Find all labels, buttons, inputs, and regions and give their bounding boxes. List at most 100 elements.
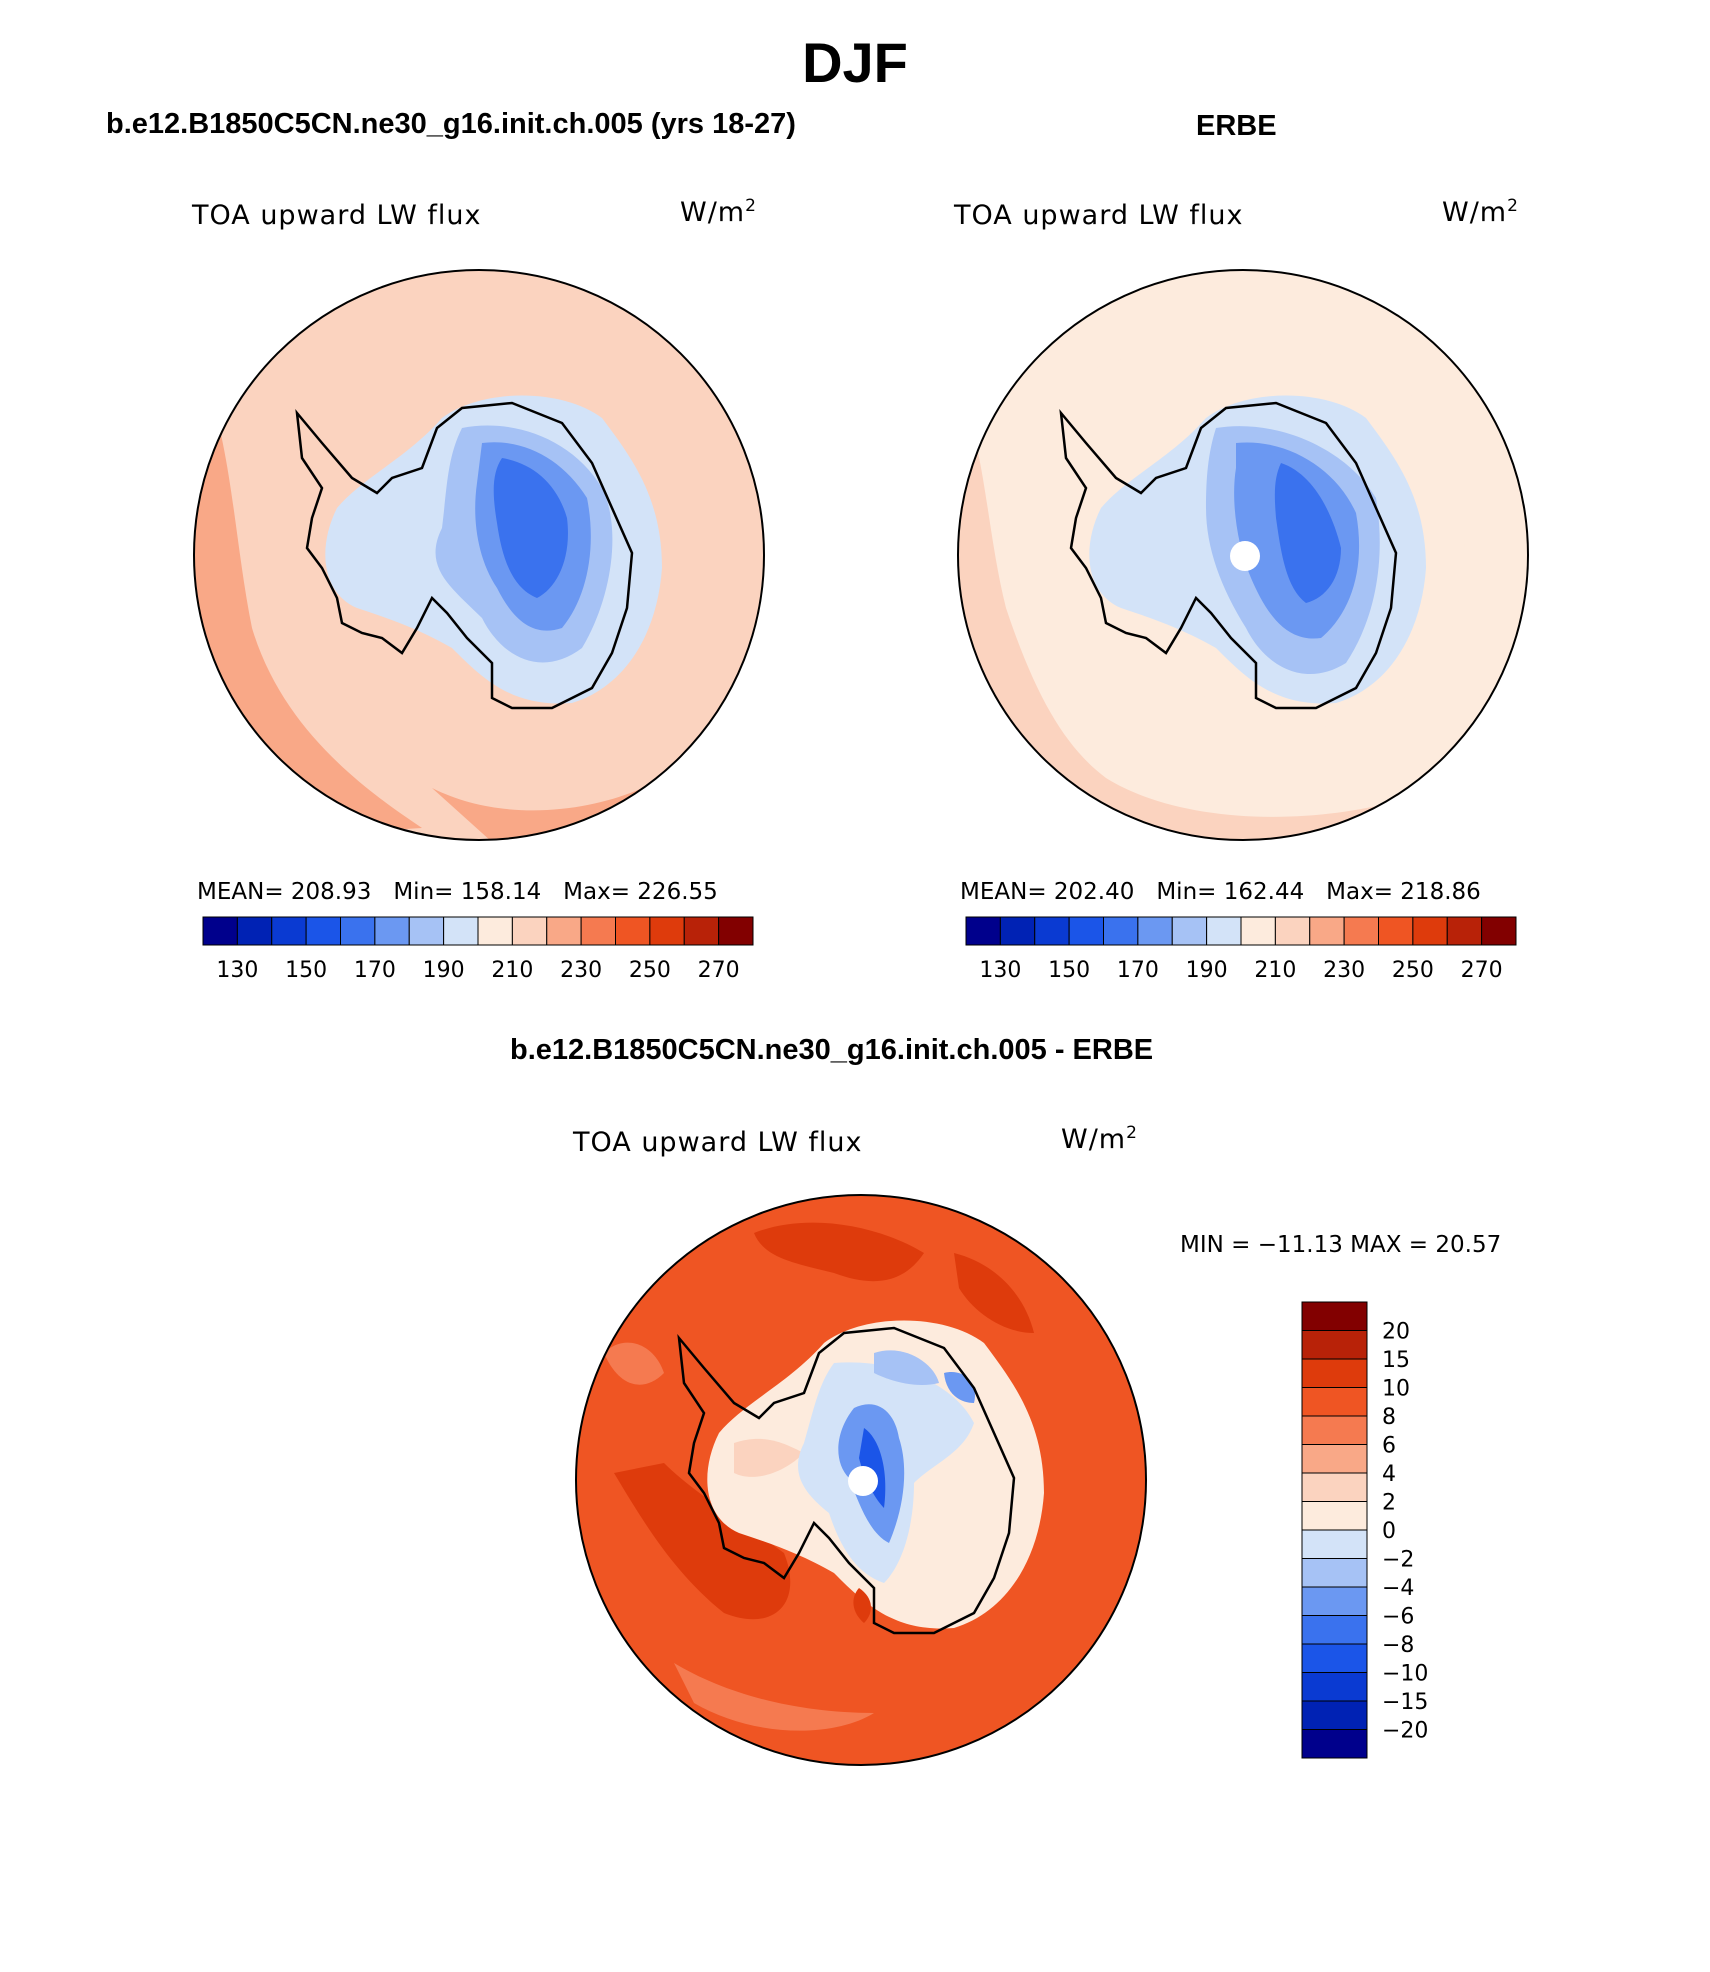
colorbar-tick-label: 190 bbox=[423, 958, 465, 983]
colorbar-swatch bbox=[1171, 916, 1208, 946]
colorbar-swatch bbox=[999, 916, 1036, 946]
colorbar-tick-label: 210 bbox=[491, 958, 533, 983]
colorbar-tick-label: −2 bbox=[1382, 1548, 1414, 1573]
colorbar-tick-label: 230 bbox=[1323, 958, 1365, 983]
colorbar-swatch bbox=[1301, 1672, 1368, 1702]
colorbar-swatch bbox=[1034, 916, 1070, 946]
colorbar-tick-label: 170 bbox=[354, 958, 396, 983]
panel-diff-units: W/m2 bbox=[1061, 1123, 1138, 1155]
colorbar-swatch bbox=[236, 916, 273, 946]
colorbar-swatch bbox=[1301, 1529, 1368, 1559]
colorbar-tick-label: −15 bbox=[1382, 1690, 1428, 1715]
colorbar-tick-label: 230 bbox=[560, 958, 602, 983]
panel-erbe-units: W/m2 bbox=[1442, 196, 1519, 228]
panel-model-units: W/m2 bbox=[680, 196, 757, 228]
antarctica-coastline bbox=[295, 401, 634, 710]
colorbar-swatch bbox=[1301, 1415, 1368, 1445]
colorbar-tick-label: −6 bbox=[1382, 1605, 1414, 1630]
map-boundary bbox=[575, 1194, 1147, 1766]
colorbar-tick-label: 20 bbox=[1382, 1320, 1410, 1345]
warm-ocean-band bbox=[194, 348, 422, 840]
colorbar-swatch bbox=[546, 916, 582, 946]
colorbar-tick-label: 250 bbox=[629, 958, 671, 983]
colorbar-tick-label: 0 bbox=[1382, 1519, 1396, 1544]
colorbar-swatch bbox=[1301, 1643, 1368, 1673]
colorbar-tick-label: 15 bbox=[1382, 1348, 1410, 1373]
missing-data-pole bbox=[1230, 541, 1260, 571]
colorbar-swatch bbox=[580, 916, 616, 946]
panel-model-map bbox=[193, 269, 765, 841]
map-boundary bbox=[193, 269, 765, 841]
colorbar-swatch bbox=[683, 916, 720, 946]
colorbar-tick-labels: 130 150 170 190 210 230 250 270 bbox=[979, 958, 1502, 983]
colorbar-swatch bbox=[1301, 1615, 1368, 1645]
panel-model-variable-label: TOA upward LW flux bbox=[192, 200, 482, 231]
colorbar-tick-label: −4 bbox=[1382, 1576, 1414, 1601]
colorbar-swatches bbox=[965, 916, 1517, 946]
colorbar-swatch bbox=[1301, 1558, 1368, 1588]
colorbar-swatch bbox=[718, 916, 754, 946]
colorbar-tick-label: 2 bbox=[1382, 1491, 1396, 1516]
colorbar-swatch bbox=[965, 916, 1001, 946]
colorbar-swatches bbox=[202, 916, 754, 946]
panel-model-case-title: b.e12.B1850C5CN.ne30_g16.init.ch.005 (yr… bbox=[106, 108, 796, 140]
colorbar-swatch bbox=[1412, 916, 1448, 946]
colorbar-swatch bbox=[202, 916, 238, 946]
colorbar-swatch bbox=[1068, 916, 1104, 946]
colorbar-swatch bbox=[271, 916, 307, 946]
colorbar-tick-label: 170 bbox=[1117, 958, 1159, 983]
colorbar-swatch bbox=[615, 916, 651, 946]
colorbar-tick-label: 210 bbox=[1254, 958, 1296, 983]
colorbar-swatch bbox=[1378, 916, 1414, 946]
colorbar-swatch bbox=[1301, 1472, 1368, 1502]
colorbar-swatch bbox=[1309, 916, 1345, 946]
warm-ocean-band-south bbox=[432, 778, 662, 840]
colorbar-swatch bbox=[1301, 1700, 1368, 1730]
panel-diff-map bbox=[575, 1194, 1147, 1766]
colorbar-swatch bbox=[1206, 916, 1242, 946]
hot-ocean-region bbox=[614, 1463, 791, 1620]
colorbar-tick-label: 6 bbox=[1382, 1434, 1396, 1459]
colorbar-tick-label: 130 bbox=[979, 958, 1021, 983]
panel-erbe-map bbox=[957, 269, 1529, 841]
panel-diff-case-title: b.e12.B1850C5CN.ne30_g16.init.ch.005 - E… bbox=[510, 1034, 1154, 1066]
colorbar-swatch bbox=[1301, 1301, 1368, 1331]
colorbar-swatch bbox=[340, 916, 376, 946]
map-boundary bbox=[957, 269, 1529, 841]
colorbar-tick-label: 4 bbox=[1382, 1462, 1396, 1487]
colorbar-swatch bbox=[408, 916, 445, 946]
colorbar-swatch bbox=[374, 916, 410, 946]
colorbar-tick-label: 150 bbox=[285, 958, 327, 983]
colorbar-tick-label: −20 bbox=[1382, 1719, 1428, 1744]
colorbar-swatch bbox=[649, 916, 685, 946]
colorbar-tick-label: 250 bbox=[1392, 958, 1434, 983]
colorbar-tick-labels: 130 150 170 190 210 230 250 270 bbox=[216, 958, 739, 983]
colorbar-swatch bbox=[1240, 916, 1276, 946]
colorbar-tick-label: 270 bbox=[698, 958, 740, 983]
colorbar-swatch bbox=[1301, 1358, 1368, 1388]
colorbar-swatch bbox=[1301, 1586, 1368, 1616]
colorbar-tick-label: 150 bbox=[1048, 958, 1090, 983]
panel-diff-minmax: MIN = −11.13 MAX = 20.57 bbox=[1180, 1232, 1502, 1258]
colorbar-swatch bbox=[1137, 916, 1173, 946]
panel-erbe-case-title: ERBE bbox=[1196, 110, 1277, 142]
antarctica-coastline bbox=[677, 1326, 1016, 1635]
colorbar-swatch bbox=[1301, 1729, 1368, 1759]
panel-diff-variable-label: TOA upward LW flux bbox=[573, 1127, 863, 1158]
colorbar-swatch bbox=[1103, 916, 1139, 946]
colorbar-swatches bbox=[1301, 1301, 1368, 1759]
colorbar-tick-label: 8 bbox=[1382, 1405, 1396, 1430]
colorbar-swatch bbox=[443, 916, 479, 946]
main-title: DJF bbox=[802, 31, 908, 94]
panel-model-stats: MEAN= 208.93 Min= 158.14 Max= 226.55 bbox=[197, 879, 718, 905]
antarctica-coastline bbox=[1059, 401, 1398, 710]
colorbar-swatch bbox=[1343, 916, 1379, 946]
colorbar-tick-label: −8 bbox=[1382, 1633, 1414, 1658]
colorbar-swatch bbox=[511, 916, 548, 946]
colorbar-swatch bbox=[1301, 1444, 1368, 1474]
colorbar-swatch bbox=[1446, 916, 1483, 946]
panel-erbe-stats: MEAN= 202.40 Min= 162.44 Max= 218.86 bbox=[960, 879, 1481, 905]
colorbar-swatch bbox=[1481, 916, 1517, 946]
colorbar-tick-label: 10 bbox=[1382, 1377, 1410, 1402]
